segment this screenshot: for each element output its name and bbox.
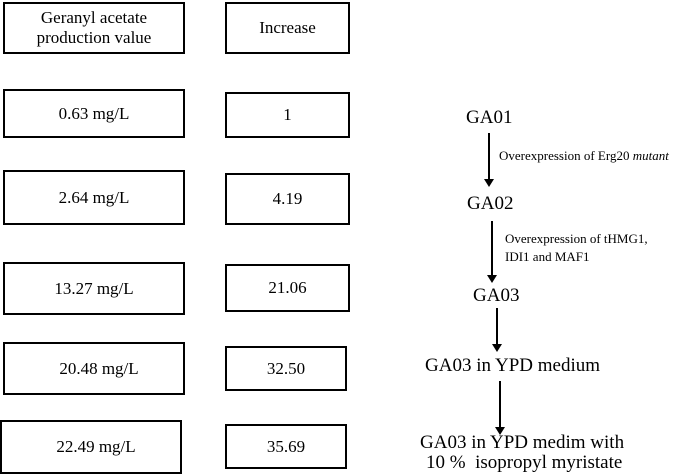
step-2-line2: IDI1 and MAF1 (505, 249, 590, 264)
increase-cell-5: 35.69 (225, 424, 347, 469)
production-cell-2: 2.64 mg/L (3, 170, 185, 225)
increase-value: 32.50 (266, 358, 306, 378)
increase-value: 21.06 (268, 278, 307, 297)
production-value: 22.49 mg/L (56, 437, 136, 456)
increase-value: 1 (283, 105, 292, 124)
arrow-down-icon (495, 381, 505, 435)
header-production: Geranyl acetate production value (3, 2, 185, 54)
header-increase: Increase (225, 2, 350, 54)
node-ga03-ypd: GA03 in YPD medium (425, 355, 601, 376)
step-2-line1: Overexpression of tHMG1, (505, 231, 648, 246)
increase-cell-2: 4.19 (225, 173, 350, 225)
header-increase-label: Increase (259, 18, 316, 37)
production-cell-5: 22.49 mg/L (0, 420, 182, 474)
production-value: 0.63 mg/L (58, 103, 130, 123)
production-value: 13.27 mg/L (54, 278, 134, 298)
increase-cell-4: 32.50 (225, 346, 347, 391)
increase-value: 4.19 (272, 189, 303, 208)
production-cell-4: 20.48 mg/L (3, 342, 185, 395)
production-value: 2.64 mg/L (58, 187, 130, 207)
arrow-down-icon (487, 221, 497, 283)
node-ga02: GA02 (467, 193, 514, 214)
production-value: 20.48 mg/L (59, 358, 139, 378)
node-ga01: GA01 (466, 107, 513, 128)
production-cell-3: 13.27 mg/L (3, 262, 185, 315)
step-1-label: Overexpression of Erg20 mutant (499, 147, 669, 165)
step-1-text: Overexpression of Erg20 (499, 148, 633, 163)
production-cell-1: 0.63 mg/L (3, 89, 185, 138)
arrow-down-icon (492, 308, 502, 352)
header-production-label: Geranyl acetate production value (36, 8, 152, 47)
node-ga03: GA03 (473, 285, 520, 306)
arrow-down-icon (484, 133, 494, 187)
node-ga03-ypd-ipm-line2: 10 % isopropyl myristate (426, 452, 623, 473)
node-ga03-ypd-ipm-line1: GA03 in YPD medim with (420, 432, 625, 453)
step-1-italic: mutant (632, 148, 669, 163)
increase-value: 35.69 (266, 436, 306, 456)
increase-cell-1: 1 (225, 92, 350, 138)
increase-cell-3: 21.06 (225, 264, 350, 312)
step-2-label: Overexpression of tHMG1, IDI1 and MAF1 (505, 230, 648, 266)
